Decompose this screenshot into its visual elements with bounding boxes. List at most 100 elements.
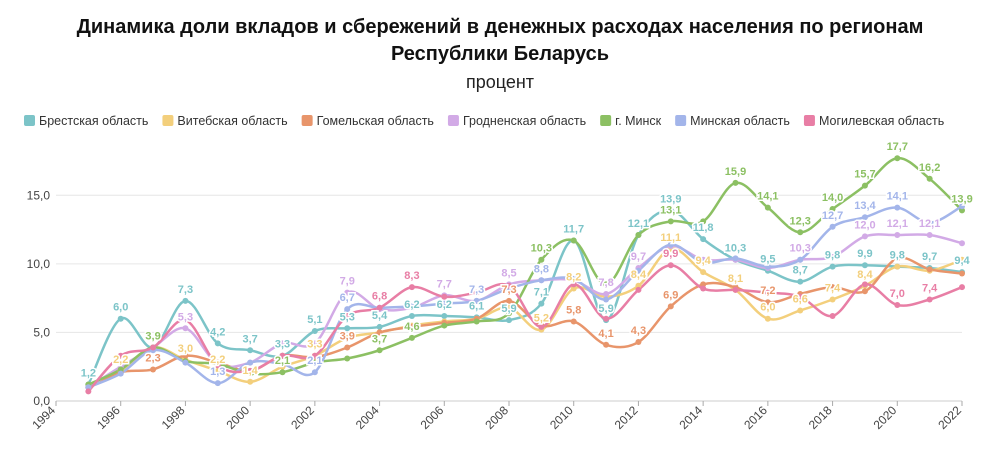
data-point (764, 299, 771, 306)
data-label: 9,8 (890, 250, 905, 262)
data-point (861, 281, 868, 288)
data-label: 4,6 (404, 321, 419, 333)
x-tick-label: 2014 (676, 403, 705, 432)
chart-title: Республики Беларусь (391, 43, 609, 65)
data-label: 1,2 (81, 368, 96, 380)
data-point (344, 306, 351, 313)
data-point (700, 281, 707, 288)
data-label: 2,3 (145, 352, 160, 364)
data-point (732, 179, 739, 186)
data-point (570, 318, 577, 325)
data-point (311, 340, 318, 347)
data-label: 8,4 (631, 269, 647, 281)
legend-label: Витебская область (177, 114, 287, 128)
data-label: 13,1 (660, 204, 681, 216)
data-point (247, 367, 254, 374)
data-point (376, 329, 383, 336)
x-tick-label: 2010 (547, 403, 576, 432)
data-label: 9,7 (922, 251, 937, 263)
data-point (182, 359, 189, 366)
data-point (635, 339, 642, 346)
data-label: 7,3 (178, 284, 193, 296)
data-point (959, 240, 965, 247)
legend-swatch (803, 115, 815, 126)
data-point (700, 285, 707, 292)
data-point (829, 312, 836, 319)
data-point (829, 284, 836, 291)
data-point (182, 317, 189, 324)
data-point (311, 352, 318, 359)
data-label: 12,1 (919, 218, 940, 230)
data-point (182, 352, 189, 359)
data-point (538, 277, 545, 284)
data-point (570, 285, 577, 292)
data-point (603, 341, 610, 348)
y-tick-label: 10,0 (27, 257, 51, 271)
data-label: 6,1 (469, 300, 484, 312)
data-point (797, 256, 804, 263)
data-point (117, 315, 124, 322)
data-point (182, 297, 189, 304)
data-label: 6,8 (372, 291, 387, 303)
data-point (829, 253, 836, 260)
data-point (441, 293, 448, 300)
data-label: 13,4 (854, 200, 876, 212)
data-label: 1,4 (242, 365, 258, 377)
data-label: 10,3 (725, 243, 746, 255)
data-label: 8,1 (728, 273, 743, 285)
data-point (506, 304, 512, 311)
data-label: 2,1 (275, 355, 290, 367)
data-point (667, 262, 674, 269)
data-point (344, 325, 351, 332)
data-label: 5,3 (340, 311, 355, 323)
x-tick-label: 2000 (223, 403, 252, 432)
data-label: 14,1 (887, 191, 908, 203)
x-tick-label: 2018 (806, 403, 835, 432)
data-point (344, 344, 351, 351)
data-point (635, 267, 642, 274)
data-point (732, 286, 739, 293)
data-point (473, 289, 480, 296)
data-point (667, 241, 674, 248)
data-label: 9,9 (663, 248, 678, 260)
data-label: 8,3 (404, 270, 419, 282)
data-point (408, 284, 415, 291)
series-line (87, 209, 963, 386)
data-label: 3,3 (275, 339, 290, 351)
data-point (603, 291, 610, 298)
data-point (700, 218, 707, 225)
legend-label: Гродненская область (463, 114, 586, 128)
data-label: 9,8 (825, 250, 840, 262)
legend-swatch (447, 115, 459, 126)
data-point (214, 362, 221, 369)
data-point (473, 318, 480, 325)
data-label: 4,3 (631, 325, 646, 337)
data-point (538, 323, 545, 330)
data-point (376, 323, 383, 330)
data-point (214, 340, 221, 347)
data-label: 5,9 (501, 303, 516, 315)
data-label: 12,7 (822, 210, 843, 222)
x-tick-label: 2020 (871, 403, 900, 432)
data-point (603, 281, 610, 288)
data-label: 1,3 (210, 366, 225, 378)
data-point (85, 384, 92, 391)
data-label: 15,7 (854, 169, 875, 181)
data-point (797, 293, 804, 300)
data-label: 3,9 (340, 331, 355, 343)
y-tick-label: 0,0 (33, 394, 50, 408)
data-point (635, 282, 642, 289)
data-point (506, 282, 512, 289)
data-point (408, 334, 415, 341)
data-point (861, 233, 868, 240)
data-label: 7,4 (825, 283, 841, 295)
data-label: 16,2 (919, 162, 940, 174)
y-tick-label: 5,0 (33, 325, 50, 339)
data-label: 13,9 (951, 193, 972, 205)
data-point (441, 300, 448, 307)
data-label: 2,2 (113, 354, 128, 366)
data-label: 4,1 (598, 328, 613, 340)
data-point (538, 300, 545, 307)
data-point (603, 296, 610, 303)
